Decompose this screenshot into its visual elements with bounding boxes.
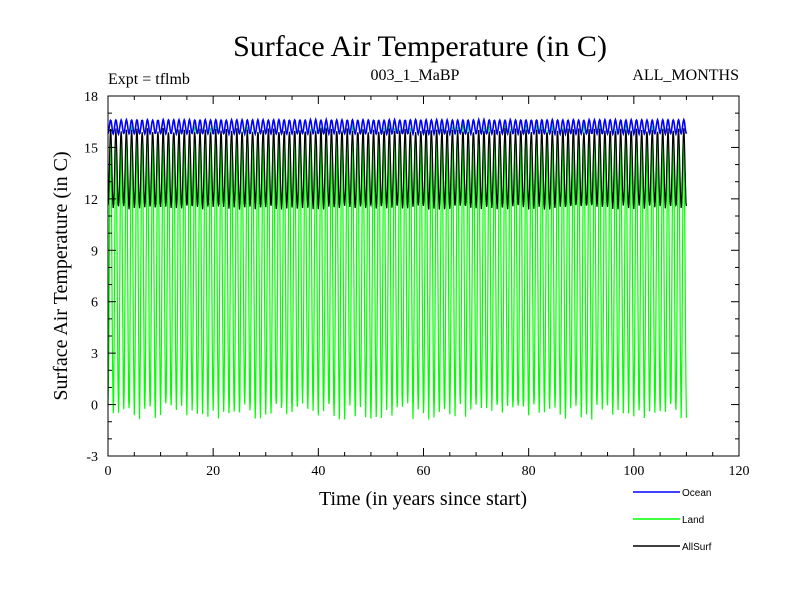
x-tick-label: 120	[729, 464, 750, 479]
x-tick-label: 100	[623, 464, 644, 479]
legend-label-ocean: Ocean	[682, 488, 711, 499]
y-tick-label: 6	[91, 296, 98, 311]
y-tick-label: 15	[84, 141, 98, 156]
plot-series	[107, 116, 688, 420]
y-tick-label: 12	[84, 193, 98, 208]
legend-label-land: Land	[682, 515, 704, 526]
y-tick-label: -3	[86, 450, 98, 465]
x-tick-label: 60	[417, 464, 431, 479]
chart-title: Surface Air Temperature (in C)	[233, 30, 607, 63]
axes: 0 20 40 60 80 100 120 -3 0 3 6 9 12 15 18	[84, 90, 750, 479]
y-tick-label: 9	[91, 244, 98, 259]
y-tick-label: 0	[91, 399, 98, 414]
y-axis-label: Surface Air Temperature (in C)	[50, 151, 72, 400]
legend-label-allsurf: AllSurf	[682, 542, 712, 553]
series-line-land	[107, 123, 688, 420]
y-tick-label: 18	[84, 90, 98, 105]
legend: Ocean Land AllSurf	[633, 488, 712, 553]
experiment-label: Expt = tflmb	[108, 71, 190, 88]
months-label: ALL_MONTHS	[632, 67, 739, 84]
run-label: 003_1_MaBP	[371, 67, 460, 84]
series-line-allsurf	[107, 128, 688, 210]
y-tick-label: 3	[91, 347, 98, 362]
series-line-ocean	[107, 116, 688, 137]
x-tick-label: 80	[522, 464, 536, 479]
x-axis-label: Time (in years since start)	[319, 488, 527, 510]
x-tick-label: 40	[311, 464, 325, 479]
x-tick-label: 0	[105, 464, 112, 479]
x-tick-label: 20	[206, 464, 220, 479]
